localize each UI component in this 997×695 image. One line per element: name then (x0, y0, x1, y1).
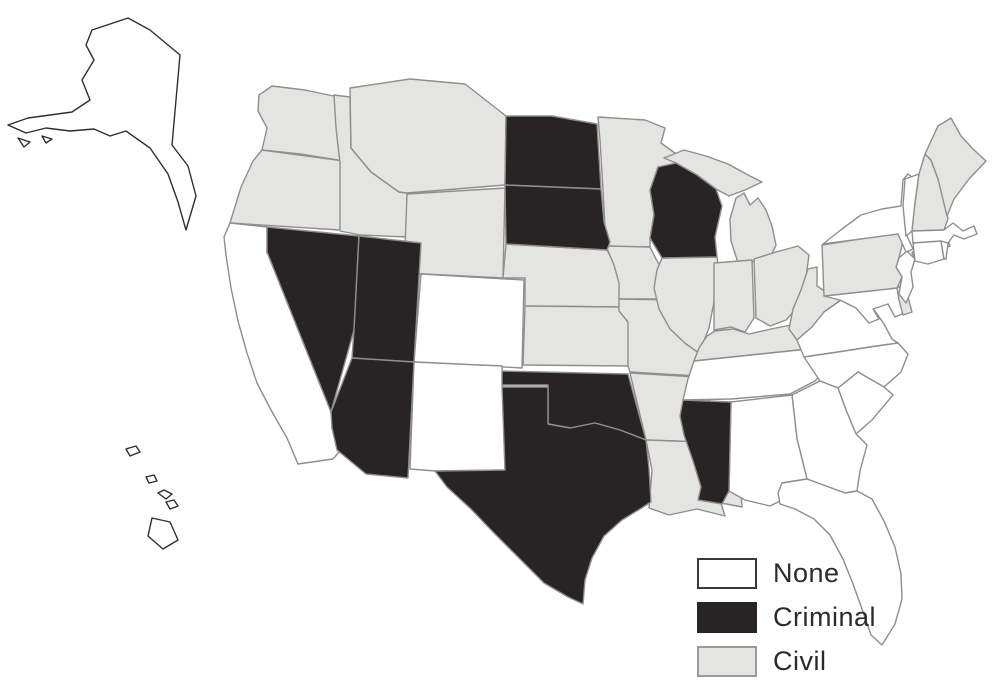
state-KS (522, 305, 631, 367)
legend: None Criminal Civil (697, 556, 876, 688)
state-IN (713, 259, 755, 333)
state-OR (229, 149, 345, 231)
legend-row-civil: Civil (697, 644, 876, 678)
legend-swatch-civil (697, 645, 757, 677)
legend-swatch-none (697, 557, 757, 589)
legend-label-criminal: Criminal (773, 601, 877, 632)
legend-row-criminal: Criminal (697, 600, 876, 634)
legend-label-civil: Civil (773, 645, 827, 676)
legend-row-none: None (697, 556, 876, 590)
state-AK (7, 17, 197, 231)
state-SD (504, 184, 611, 251)
state-FL (777, 478, 903, 646)
state-CT (912, 240, 945, 265)
state-UT (351, 235, 422, 363)
legend-swatch-criminal (697, 601, 757, 633)
state-MS (679, 399, 732, 505)
state-WI (649, 162, 723, 259)
state-CO (413, 273, 525, 369)
state-NV (266, 226, 360, 413)
state-ND (504, 115, 602, 190)
state-TX (434, 386, 652, 605)
state-MT (349, 78, 507, 194)
legend-label-none: None (773, 557, 840, 588)
state-HI (125, 445, 179, 550)
state-RI (940, 240, 949, 260)
state-NM (409, 361, 506, 472)
state-AZ (330, 357, 415, 479)
states-layer (7, 17, 987, 646)
state-ME (924, 117, 987, 217)
